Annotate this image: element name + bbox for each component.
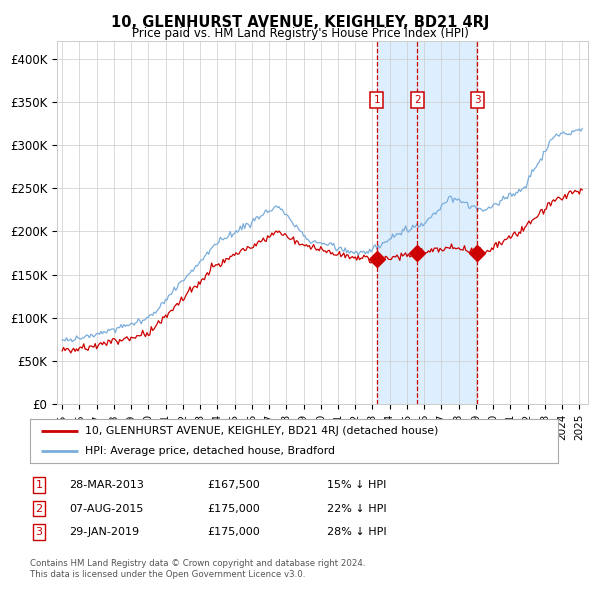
Text: 10, GLENHURST AVENUE, KEIGHLEY, BD21 4RJ: 10, GLENHURST AVENUE, KEIGHLEY, BD21 4RJ (111, 15, 489, 30)
Text: 3: 3 (474, 95, 481, 105)
Text: 10, GLENHURST AVENUE, KEIGHLEY, BD21 4RJ (detached house): 10, GLENHURST AVENUE, KEIGHLEY, BD21 4RJ… (85, 426, 439, 436)
Text: £167,500: £167,500 (207, 480, 260, 490)
Text: 07-AUG-2015: 07-AUG-2015 (69, 504, 143, 513)
Text: 2: 2 (35, 504, 43, 513)
Text: 2: 2 (414, 95, 421, 105)
Text: 28-MAR-2013: 28-MAR-2013 (69, 480, 144, 490)
Text: £175,000: £175,000 (207, 504, 260, 513)
Text: 1: 1 (35, 480, 43, 490)
Text: Contains HM Land Registry data © Crown copyright and database right 2024.: Contains HM Land Registry data © Crown c… (30, 559, 365, 568)
Text: £175,000: £175,000 (207, 527, 260, 537)
Text: 28% ↓ HPI: 28% ↓ HPI (327, 527, 386, 537)
Text: Price paid vs. HM Land Registry's House Price Index (HPI): Price paid vs. HM Land Registry's House … (131, 27, 469, 40)
Bar (377, 41, 478, 404)
Text: This data is licensed under the Open Government Licence v3.0.: This data is licensed under the Open Gov… (30, 571, 305, 579)
Text: 29-JAN-2019: 29-JAN-2019 (69, 527, 139, 537)
Text: 15% ↓ HPI: 15% ↓ HPI (327, 480, 386, 490)
Text: 3: 3 (35, 527, 43, 537)
Text: 1: 1 (373, 95, 380, 105)
Text: 22% ↓ HPI: 22% ↓ HPI (327, 504, 386, 513)
Text: HPI: Average price, detached house, Bradford: HPI: Average price, detached house, Brad… (85, 446, 335, 456)
